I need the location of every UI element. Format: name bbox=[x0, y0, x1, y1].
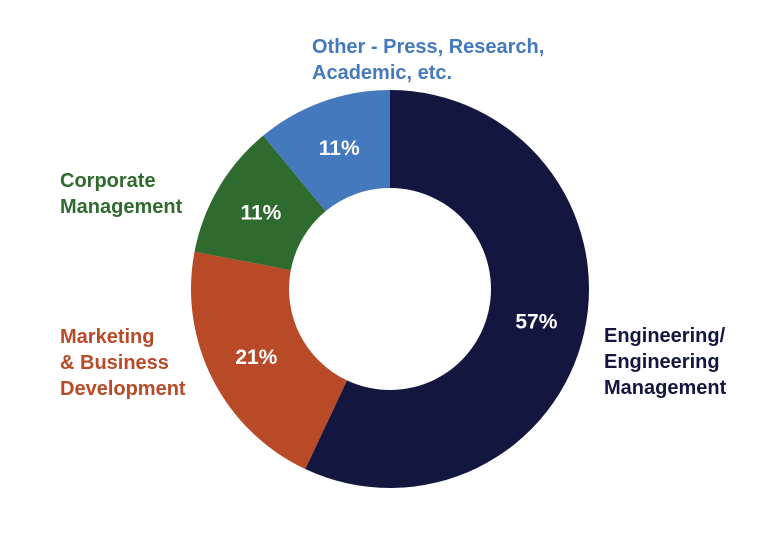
slice-category-label-line: Engineering/ bbox=[604, 325, 726, 347]
slice-category-label-line: Marketing bbox=[60, 326, 154, 348]
slice-category-label-line: Management bbox=[60, 196, 183, 218]
donut-slice bbox=[305, 90, 589, 488]
slice-category-label: Marketing & Business Development bbox=[60, 326, 186, 400]
slice-value-label: 11% bbox=[240, 202, 281, 225]
slice-category-label-line: Engineering bbox=[604, 351, 720, 373]
donut-slice bbox=[194, 135, 326, 271]
donut-slice bbox=[263, 90, 390, 212]
slice-category-label: Engineering/Engineering Management bbox=[604, 325, 727, 399]
slice-category-label: Other - Press, Research, Academic, etc. bbox=[312, 36, 544, 84]
slice-category-label: Corporate Management bbox=[60, 170, 183, 218]
slice-category-label-line: Development bbox=[60, 378, 186, 400]
slice-value-label: 11% bbox=[319, 137, 360, 160]
slice-category-label-line: & Business bbox=[60, 352, 169, 374]
slice-category-label-line: Corporate bbox=[60, 170, 156, 192]
slice-value-label: 57% bbox=[515, 311, 557, 334]
slice-category-label-line: Other - Press, Research, bbox=[312, 36, 544, 58]
slice-category-label-line: Management bbox=[604, 377, 727, 399]
donut-slice bbox=[191, 251, 347, 470]
slice-value-label: 21% bbox=[235, 346, 277, 369]
slice-category-label-line: Academic, etc. bbox=[312, 62, 452, 84]
